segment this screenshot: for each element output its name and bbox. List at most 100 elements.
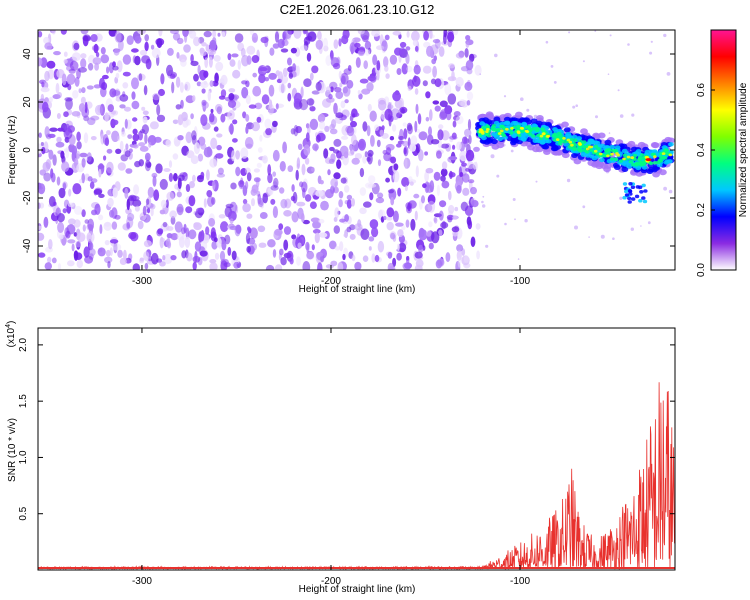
noise-blob <box>245 94 251 105</box>
noise-dot <box>630 227 634 231</box>
noise-blob <box>280 75 289 84</box>
noise-blob <box>62 208 67 214</box>
noise-blob <box>42 101 49 113</box>
noise-dot <box>595 115 598 119</box>
noise-blob <box>392 210 399 223</box>
noise-blob <box>40 142 45 147</box>
noise-blob <box>139 145 149 152</box>
noise-blob <box>90 136 97 141</box>
noise-blob <box>84 255 94 264</box>
noise-blob <box>201 88 206 94</box>
signal-blob <box>536 115 544 121</box>
signal-blob <box>491 132 497 137</box>
noise-blob <box>229 218 234 224</box>
noise-blob <box>369 219 379 229</box>
noise-blob <box>109 209 115 218</box>
noise-blob <box>126 198 130 211</box>
noise-blob <box>119 104 126 109</box>
signal-blob <box>664 159 671 164</box>
signal-blob <box>630 185 636 189</box>
noise-blob <box>303 78 312 87</box>
noise-blob <box>379 129 384 137</box>
noise-dot <box>482 195 485 198</box>
noise-blob <box>100 47 106 55</box>
noise-blob <box>405 53 410 65</box>
noise-blob <box>399 41 407 48</box>
noise-blob <box>293 30 302 39</box>
noise-blob <box>89 181 95 189</box>
noise-blob <box>132 263 140 270</box>
noise-blob <box>339 218 346 223</box>
noise-blob <box>416 128 421 133</box>
noise-blob <box>322 37 328 50</box>
noise-blob <box>192 261 197 270</box>
noise-blob <box>306 52 312 62</box>
noise-blob <box>125 143 129 150</box>
noise-blob <box>362 35 369 43</box>
noise-blob <box>360 228 370 240</box>
noise-blob <box>392 257 397 267</box>
noise-blob <box>340 100 346 109</box>
noise-blob <box>463 255 469 264</box>
noise-dot <box>607 73 610 75</box>
noise-blob <box>144 34 149 42</box>
noise-blob <box>438 229 443 237</box>
noise-blob <box>170 255 177 261</box>
signal-blob <box>627 189 633 194</box>
noise-blob <box>177 135 184 141</box>
noise-blob <box>244 137 254 149</box>
noise-blob <box>232 138 238 143</box>
noise-blob <box>145 198 150 205</box>
noise-blob <box>200 50 207 57</box>
noise-blob <box>301 163 306 176</box>
noise-blob <box>280 48 289 53</box>
noise-blob <box>112 110 119 116</box>
noise-blob <box>229 123 234 135</box>
noise-blob <box>128 232 137 240</box>
noise-blob <box>165 139 172 147</box>
snr-y-ticks: 0.5 1.0 1.5 2.0 <box>18 337 675 521</box>
noise-blob <box>252 85 262 97</box>
noise-blob <box>248 104 257 109</box>
noise-blob <box>204 57 209 69</box>
signal-blob <box>661 152 666 156</box>
noise-blob <box>362 155 367 164</box>
noise-blob <box>406 65 413 73</box>
noise-blob <box>134 35 142 44</box>
signal-blob <box>486 127 490 131</box>
signal-blob <box>497 132 502 135</box>
noise-blob <box>121 131 126 137</box>
noise-dot <box>650 40 653 43</box>
noise-blob <box>462 173 470 183</box>
noise-blob <box>177 114 184 126</box>
noise-blob <box>213 126 219 132</box>
noise-blob <box>385 73 390 79</box>
signal-blob <box>491 138 498 145</box>
signal-blob <box>588 148 594 152</box>
noise-blob <box>401 63 408 75</box>
noise-blob <box>260 36 269 44</box>
noise-blob <box>64 97 73 102</box>
noise-dot <box>588 236 590 238</box>
noise-blob <box>344 185 350 193</box>
noise-blob <box>221 31 226 38</box>
signal-blob <box>668 153 673 157</box>
x-tick-label: -300 <box>132 276 152 287</box>
noise-blob <box>78 103 86 113</box>
noise-blob <box>93 189 98 196</box>
signal-blob <box>504 120 511 126</box>
noise-blob <box>68 188 72 197</box>
noise-blob <box>418 131 428 141</box>
noise-blob <box>209 158 218 168</box>
noise-blob <box>302 219 310 225</box>
noise-blob <box>264 77 270 82</box>
noise-blob <box>220 113 226 123</box>
noise-blob <box>160 73 165 85</box>
noise-blob <box>144 262 149 270</box>
noise-blob <box>75 240 82 248</box>
signal-blob <box>628 160 634 164</box>
noise-blob <box>384 108 393 121</box>
noise-blob <box>106 66 110 74</box>
y-tick-label: 40 <box>22 48 33 60</box>
noise-blob <box>55 207 62 218</box>
